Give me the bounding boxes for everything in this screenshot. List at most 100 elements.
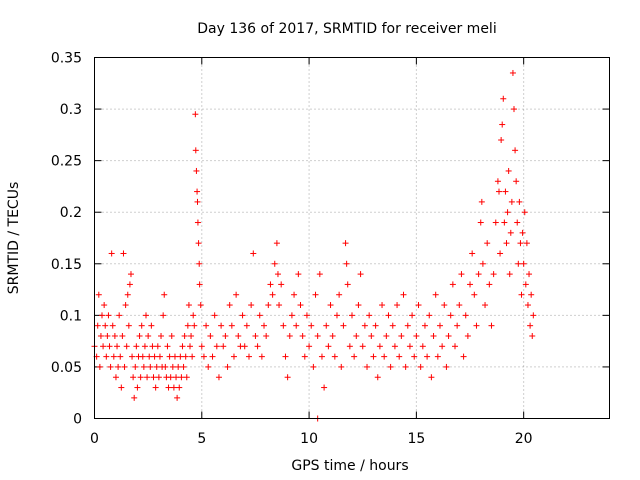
data-point [394, 302, 401, 309]
data-point [406, 343, 413, 350]
data-point [524, 302, 531, 309]
data-point [192, 111, 199, 118]
data-point [138, 322, 145, 329]
data-point [99, 312, 106, 319]
data-point [402, 363, 409, 370]
data-point [263, 332, 270, 339]
data-point [310, 363, 317, 370]
data-point [372, 322, 379, 329]
data-point [176, 384, 183, 391]
data-point [250, 250, 257, 257]
data-point [464, 332, 471, 339]
data-point [161, 291, 168, 298]
data-point [162, 363, 169, 370]
data-point [122, 302, 129, 309]
data-point [265, 302, 272, 309]
data-point [312, 291, 319, 298]
data-point [180, 363, 187, 370]
data-point [109, 322, 116, 329]
data-point [233, 291, 240, 298]
data-point [156, 353, 163, 360]
data-point [475, 271, 482, 278]
data-point [353, 332, 360, 339]
data-point [108, 250, 115, 257]
data-point [343, 260, 350, 267]
data-point [177, 353, 184, 360]
data-point [276, 302, 283, 309]
data-point [473, 322, 480, 329]
data-point [421, 322, 428, 329]
data-point [213, 343, 220, 350]
data-point [415, 302, 422, 309]
data-point [226, 302, 233, 309]
data-point [149, 343, 156, 350]
data-point [196, 281, 203, 288]
grid-lines [94, 57, 610, 419]
data-point [133, 343, 140, 350]
data-point [528, 291, 535, 298]
data-point [522, 281, 529, 288]
data-point [340, 322, 347, 329]
data-point [460, 353, 467, 360]
data-point [189, 353, 196, 360]
data-point [150, 374, 157, 381]
data-point [191, 322, 198, 329]
data-point [441, 302, 448, 309]
data-point [241, 343, 248, 350]
data-point [498, 137, 505, 144]
data-point [211, 312, 218, 319]
data-point [303, 312, 310, 319]
data-point [383, 332, 390, 339]
data-point [447, 312, 454, 319]
data-point [295, 271, 302, 278]
data-point [417, 363, 424, 370]
data-point [174, 394, 181, 401]
data-point [501, 219, 508, 226]
data-point [331, 353, 338, 360]
data-point [329, 332, 336, 339]
data-point [147, 363, 154, 370]
data-point [215, 374, 222, 381]
data-point [439, 343, 446, 350]
data-point [102, 322, 109, 329]
data-point [125, 322, 132, 329]
data-point [94, 322, 101, 329]
data-point [502, 188, 509, 195]
y-tick-labels: 0 0.05 0.1 0.15 0.2 0.25 0.3 0.35 [51, 51, 82, 428]
data-point [477, 219, 484, 226]
data-point [323, 322, 330, 329]
data-point [299, 332, 306, 339]
data-point [306, 343, 313, 350]
data-point [338, 363, 345, 370]
data-point [139, 353, 146, 360]
data-point [148, 322, 155, 329]
data-point [280, 322, 287, 329]
data-point [121, 363, 128, 370]
data-point [106, 343, 113, 350]
data-point [286, 332, 293, 339]
data-point [196, 260, 203, 267]
data-point [445, 332, 452, 339]
data-point [523, 240, 530, 247]
data-points [91, 69, 537, 422]
data-point [120, 250, 127, 257]
data-point [137, 374, 144, 381]
y-tick-label: 0.15 [51, 257, 82, 273]
data-point [293, 322, 300, 329]
x-tick-label: 10 [300, 431, 318, 447]
data-point [107, 363, 114, 370]
data-point [452, 343, 458, 350]
data-point [321, 384, 328, 391]
x-tick-labels: 0 5 10 15 20 [90, 431, 533, 447]
data-point [318, 353, 325, 360]
x-tick-label: 15 [407, 431, 425, 447]
data-point [261, 322, 268, 329]
data-point [105, 312, 112, 319]
data-point [529, 332, 536, 339]
data-point [267, 281, 274, 288]
data-point [478, 198, 485, 205]
data-point [97, 332, 104, 339]
data-point [134, 384, 141, 391]
data-point [173, 374, 180, 381]
data-point [499, 121, 506, 128]
